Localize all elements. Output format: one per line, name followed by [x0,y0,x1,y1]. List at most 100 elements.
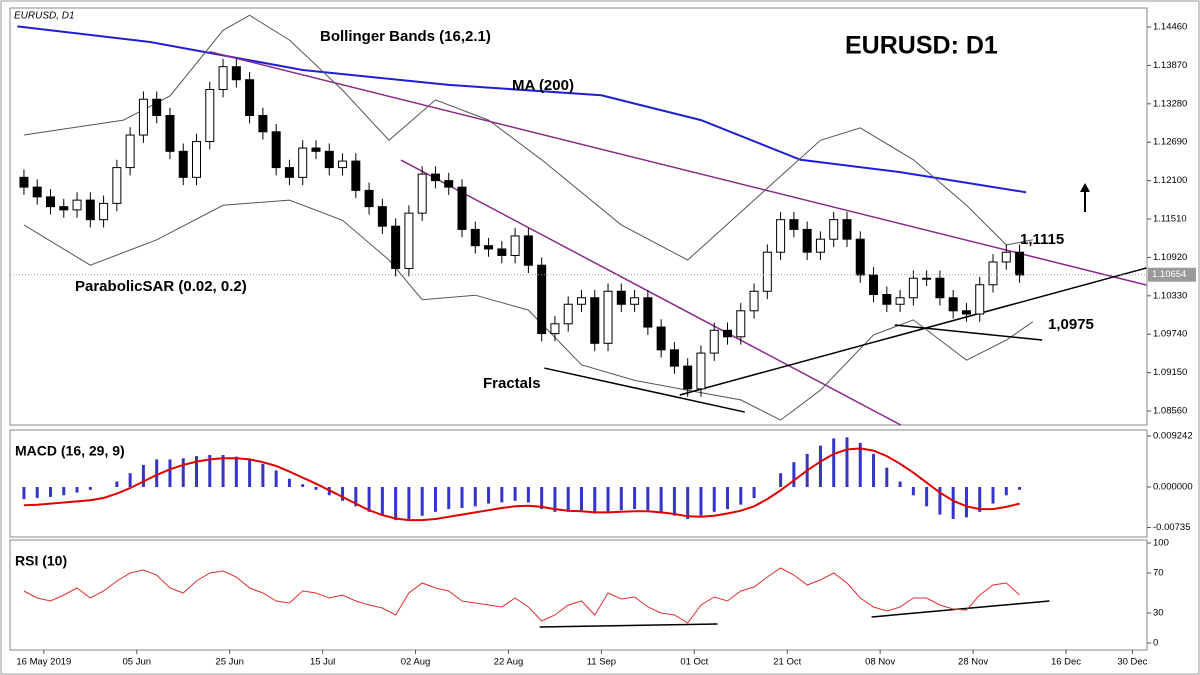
x-tick-label: 11 Sep [587,657,616,668]
histogram-bar [221,454,225,488]
candle-body [364,189,374,208]
annotation: Fractals [483,375,541,392]
histogram-bar [500,487,504,503]
y-tick-label: 70 [1153,568,1164,579]
annotation: 1,0975 [1048,316,1094,333]
y-tick-label: 1.09150 [1153,367,1187,378]
histogram-bar [141,464,145,488]
candle-body [72,199,82,211]
panel-frame [9,539,1148,651]
histogram-bar [380,487,384,516]
candle-body [112,167,122,204]
x-tick-label: 28 Nov [958,657,988,668]
candle-body [762,251,772,292]
candle-body [404,212,414,269]
histogram-bar [659,487,663,514]
histogram-bar [155,459,159,488]
candle-body [590,297,600,344]
candle-body [563,303,573,325]
candle-body [218,66,228,90]
histogram-bar [181,458,185,488]
histogram-bar [579,487,583,511]
histogram-bar [354,487,358,507]
histogram-bar [566,487,570,512]
candle-body [696,352,706,390]
candle-body [603,290,613,344]
candle-body [85,199,95,221]
histogram-bar [885,467,889,488]
histogram-bar [898,481,902,488]
histogram-bar [433,487,437,512]
candle-body [484,245,494,250]
y-tick-label: 1.11510 [1153,214,1187,225]
candle-body [908,277,918,299]
histogram-bar [248,459,252,488]
histogram-bar [633,487,637,510]
x-tick-label: 05 Jun [123,657,152,668]
histogram-bar [593,487,597,514]
candle-body [643,297,653,328]
candle-body [576,297,586,305]
histogram-bar [314,487,318,490]
candle-body [510,235,520,256]
histogram-bar [208,454,212,488]
histogram-bar [473,487,477,507]
candle-body [32,186,42,198]
histogram-bar [845,437,849,488]
candle-body [869,274,879,296]
candle-body [245,79,255,117]
symbol-label: EURUSD, D1 [14,11,75,22]
histogram-bar [832,438,836,488]
histogram-bar [261,463,265,488]
x-tick-label: 08 Nov [865,657,895,668]
candle-body [231,66,241,81]
candle-body [470,228,480,247]
annotation: 1,1115 [1020,231,1064,248]
candle-body [165,115,175,152]
candle-body [99,202,109,221]
annotation: Bollinger Bands (16,2.1) [320,28,491,45]
histogram-bar [951,487,955,520]
candle-body [284,167,294,178]
y-tick-label: -0.00735 [1153,522,1191,533]
histogram-bar [128,473,132,488]
histogram-bar [274,470,278,488]
y-tick-label: 1.14460 [1153,22,1187,33]
histogram-bar [752,487,756,499]
histogram-bar [341,487,345,501]
trend-line [539,623,718,628]
x-tick-label: 01 Oct [680,657,708,668]
histogram-bar [48,487,52,497]
candle-body [271,131,281,169]
panel-frame [9,7,1148,426]
candle-body [430,173,440,182]
histogram-bar [925,487,929,507]
candle-body [457,186,467,230]
candle-body [125,134,135,169]
y-tick-label: 100 [1153,538,1169,549]
candle-body [417,173,427,214]
candle-body [178,150,188,178]
histogram-bar [646,487,650,511]
histogram-bar [487,487,491,504]
x-tick-label: 16 May 2019 [16,657,71,668]
candle-body [683,365,693,390]
histogram-bar [872,453,876,488]
histogram-bar [606,487,610,512]
histogram-bar [420,487,424,516]
y-tick-label: 1.09740 [1153,329,1187,340]
candle-body [298,147,308,178]
histogram-bar [62,487,66,496]
candle-body [1001,251,1011,263]
histogram-bar [818,445,822,488]
up-arrow-head [1080,183,1090,192]
y-tick-label: 1.12690 [1153,137,1187,148]
candle-body [656,326,666,351]
indicator-line [17,25,1027,194]
candle-body [723,329,733,338]
y-tick-label: 0 [1153,638,1158,649]
histogram-bar [540,487,544,510]
histogram-bar [22,487,26,500]
candle-body [59,206,69,211]
